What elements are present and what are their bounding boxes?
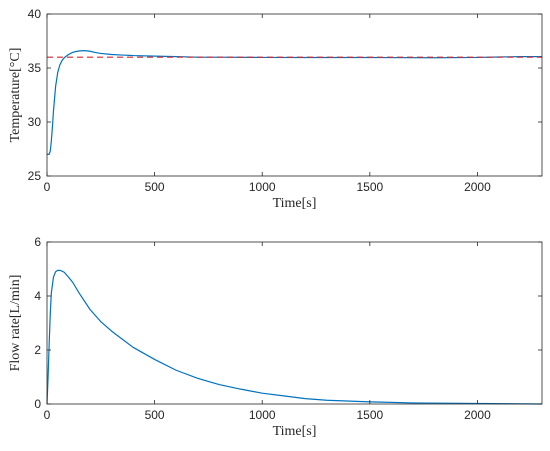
temperature-x-tick-label-2: 1000 — [249, 180, 276, 194]
temperature-y-tick-label-0: 25 — [28, 169, 42, 183]
flow-rate-series — [46, 269, 543, 405]
flow-rate-x-tick-label-0: 0 — [44, 408, 51, 422]
flow-rate-y-axis-label: Flow rate[L/min] — [8, 275, 23, 372]
temperature-series — [47, 50, 542, 155]
temperature-x-tick-label-1: 500 — [145, 180, 165, 194]
temperature-y-tick-label-1: 30 — [28, 115, 42, 129]
temperature-x-tick-label-4: 2000 — [464, 180, 491, 194]
flow-rate-chart: 0 500 1000 1500 2000 0 2 4 6 Time[s] Flow rate[L… — [8, 235, 543, 439]
temperature-x-axis-label: Time[s] — [273, 196, 317, 211]
flow-rate-x-tick-label-2: 1000 — [249, 408, 276, 422]
flow-rate-plot-frame — [46, 241, 543, 405]
flow-rate-y-tick-label-2: 4 — [34, 289, 41, 303]
temperature-x-tick-label-0: 0 — [44, 180, 51, 194]
temperature-plot-frame — [46, 13, 543, 177]
temperature-x-tick-label-3: 1500 — [356, 180, 383, 194]
temperature-series-line-0 — [47, 50, 542, 155]
flow-rate-x-tick-label-4: 2000 — [464, 408, 491, 422]
flow-rate-x-tick-label-1: 500 — [145, 408, 165, 422]
temperature-chart: 0 500 1000 1500 2000 25 30 35 40 Time[s] Tempera… — [8, 7, 543, 211]
flow-rate-ticks: 0 500 1000 1500 2000 0 2 4 6 — [34, 235, 542, 422]
temperature-y-tick-label-3: 40 — [28, 7, 42, 21]
flow-rate-series-line-0 — [46, 269, 543, 405]
flow-rate-y-tick-label-1: 2 — [34, 343, 41, 357]
temperature-ticks: 0 500 1000 1500 2000 25 30 35 40 — [28, 7, 542, 194]
flow-rate-y-tick-label-3: 6 — [34, 235, 41, 249]
temperature-y-axis-label: Temperature[°C] — [8, 48, 23, 143]
flow-rate-x-tick-label-3: 1500 — [356, 408, 383, 422]
flow-rate-y-tick-label-0: 0 — [34, 397, 41, 411]
flow-rate-x-axis-label: Time[s] — [273, 424, 317, 439]
temperature-y-tick-label-2: 35 — [28, 61, 42, 75]
